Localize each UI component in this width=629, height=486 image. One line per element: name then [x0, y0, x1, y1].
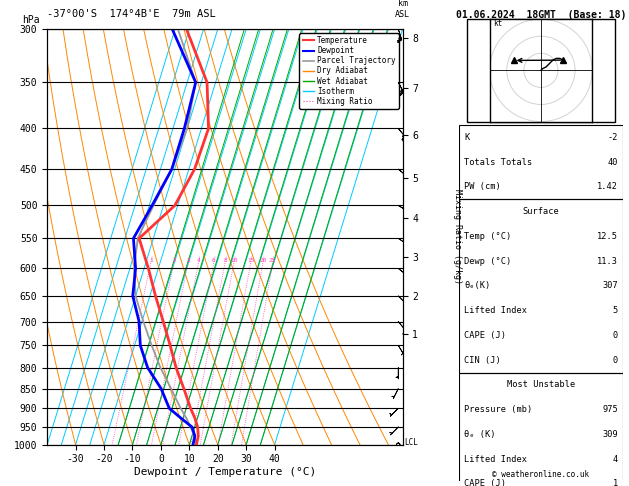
Text: 15: 15	[247, 258, 255, 262]
Text: 11.3: 11.3	[597, 257, 618, 265]
Text: CAPE (J): CAPE (J)	[464, 480, 506, 486]
Legend: Temperature, Dewpoint, Parcel Trajectory, Dry Adiabat, Wet Adiabat, Isotherm, Mi: Temperature, Dewpoint, Parcel Trajectory…	[299, 33, 399, 109]
Text: K: K	[464, 133, 469, 142]
Text: Totals Totals: Totals Totals	[464, 157, 532, 167]
Text: PW (cm): PW (cm)	[464, 182, 501, 191]
Bar	[459, 373, 623, 486]
Text: © weatheronline.co.uk: © weatheronline.co.uk	[493, 470, 589, 479]
Text: Temp (°C): Temp (°C)	[464, 232, 511, 241]
Text: -2: -2	[608, 133, 618, 142]
Text: 2: 2	[172, 258, 175, 262]
Text: 12.5: 12.5	[597, 232, 618, 241]
Text: 5: 5	[613, 306, 618, 315]
Text: Lifted Index: Lifted Index	[464, 306, 527, 315]
Text: θₑ (K): θₑ (K)	[464, 430, 496, 439]
Bar	[459, 125, 623, 199]
Text: 01.06.2024  18GMT  (Base: 18): 01.06.2024 18GMT (Base: 18)	[456, 10, 626, 19]
Text: Pressure (mb): Pressure (mb)	[464, 405, 532, 414]
Text: θₑ(K): θₑ(K)	[464, 281, 491, 290]
Text: LCL: LCL	[404, 438, 418, 448]
Text: 975: 975	[602, 405, 618, 414]
Text: 20: 20	[259, 258, 267, 262]
Text: Most Unstable: Most Unstable	[507, 381, 575, 389]
Bar	[459, 199, 623, 373]
Text: km
ASL: km ASL	[395, 0, 410, 19]
Text: Surface: Surface	[523, 207, 559, 216]
Text: hPa: hPa	[22, 15, 40, 25]
Text: Lifted Index: Lifted Index	[464, 455, 527, 464]
Text: CIN (J): CIN (J)	[464, 356, 501, 364]
Text: 10: 10	[230, 258, 238, 262]
Text: 25: 25	[269, 258, 276, 262]
Text: 8: 8	[223, 258, 227, 262]
Text: Dewp (°C): Dewp (°C)	[464, 257, 511, 265]
Text: 0: 0	[613, 331, 618, 340]
Y-axis label: Mixing Ratio (g/kg): Mixing Ratio (g/kg)	[453, 190, 462, 284]
Text: -37°00'S  174°4B'E  79m ASL: -37°00'S 174°4B'E 79m ASL	[47, 9, 216, 19]
Text: 4: 4	[613, 455, 618, 464]
X-axis label: Dewpoint / Temperature (°C): Dewpoint / Temperature (°C)	[134, 467, 316, 477]
Text: 307: 307	[602, 281, 618, 290]
Text: 1: 1	[149, 258, 153, 262]
Text: 309: 309	[602, 430, 618, 439]
Text: 3: 3	[186, 258, 190, 262]
Text: 4: 4	[197, 258, 201, 262]
Bar	[467, 19, 615, 122]
Text: 1.42: 1.42	[597, 182, 618, 191]
Text: 6: 6	[212, 258, 216, 262]
Text: CAPE (J): CAPE (J)	[464, 331, 506, 340]
Text: kt: kt	[493, 19, 503, 28]
Text: 40: 40	[608, 157, 618, 167]
Text: 1: 1	[613, 480, 618, 486]
Text: 0: 0	[613, 356, 618, 364]
